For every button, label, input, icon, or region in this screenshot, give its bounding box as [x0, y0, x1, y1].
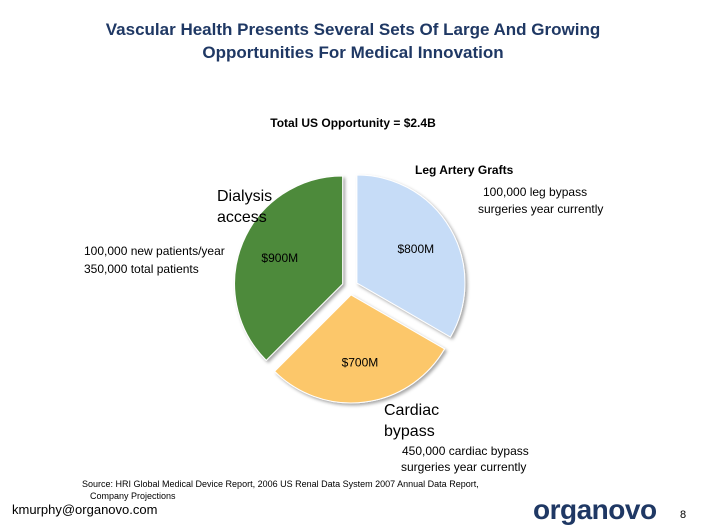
pie-slice-leg-artery-grafts: [356, 174, 466, 338]
cardiac-detail-2: surgeries year currently: [401, 460, 527, 474]
pie-slice-dialysis-access: [234, 175, 344, 362]
pie-slice-labels: $800M $700M $900M: [261, 242, 434, 369]
source-line-2: Company Projections: [90, 491, 176, 501]
page-number: 8: [680, 509, 687, 521]
dialysis-title-2: access: [217, 209, 267, 226]
pie-slices: [234, 174, 466, 404]
leg-artery-title: Leg Artery Grafts: [415, 163, 514, 177]
pie-slice-label-cardiac-bypass: $700M: [342, 355, 379, 369]
contact-email: kmurphy@organovo.com: [12, 502, 158, 517]
leg-artery-detail-1: 100,000 leg bypass: [483, 185, 588, 199]
logo-wordmark: organovo: [533, 494, 657, 525]
cardiac-title-2: bypass: [384, 423, 435, 440]
source-note: Source: HRI Global Medical Device Report…: [82, 478, 502, 502]
title-line-1: Vascular Health Presents Several Sets Of…: [105, 20, 601, 39]
cardiac-detail-1: 450,000 cardiac bypass: [402, 444, 529, 458]
slide-title: Vascular Health Presents Several Sets Of…: [0, 18, 706, 64]
dialysis-detail-1: 100,000 new patients/year: [84, 244, 225, 258]
organovo-logo: organovo: [533, 494, 673, 525]
cardiac-title-1: Cardiac: [384, 402, 440, 419]
title-line-2: Opportunities For Medical Innovation: [202, 43, 504, 62]
pie-slice-cardiac-bypass: [273, 294, 446, 404]
dialysis-detail-2: 350,000 total patients: [84, 262, 199, 276]
chart-title: Total US Opportunity = $2.4B: [270, 116, 436, 130]
pie-slice-label-leg-artery-grafts: $800M: [397, 242, 434, 256]
dialysis-title-1: Dialysis: [217, 188, 273, 205]
leg-artery-detail-2: surgeries year currently: [478, 202, 604, 216]
pie-slice-label-dialysis-access: $900M: [261, 251, 298, 265]
source-line-1: Source: HRI Global Medical Device Report…: [82, 479, 479, 489]
